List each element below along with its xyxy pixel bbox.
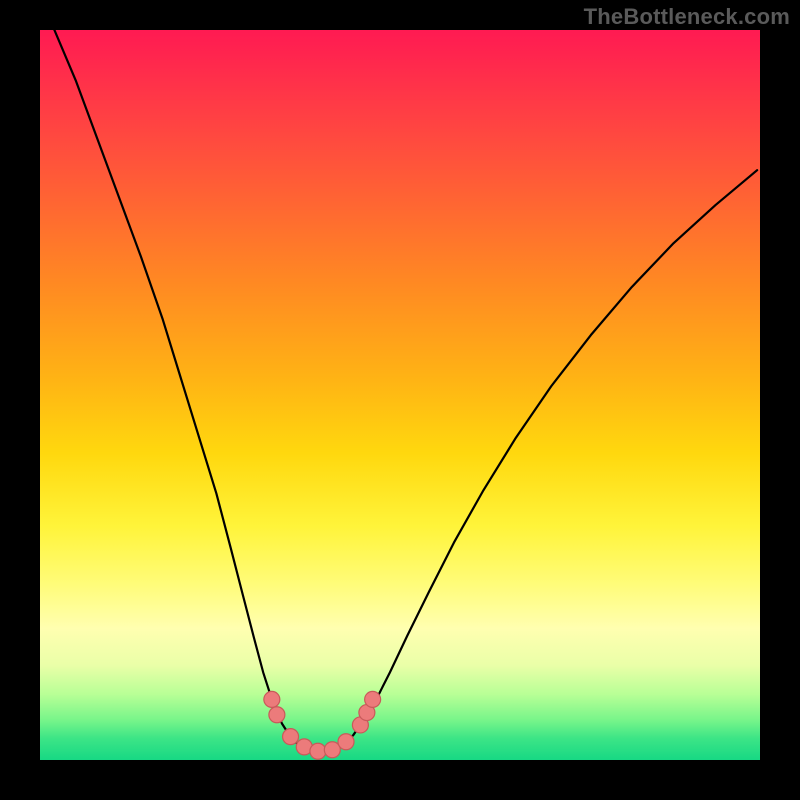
curve-marker <box>283 729 299 745</box>
curve-marker <box>269 707 285 723</box>
curve-marker <box>264 691 280 707</box>
curve-marker <box>365 691 381 707</box>
curve-marker <box>310 743 326 759</box>
watermark-text: TheBottleneck.com <box>584 4 790 30</box>
bottleneck-curve-chart <box>0 0 800 800</box>
curve-marker <box>338 734 354 750</box>
